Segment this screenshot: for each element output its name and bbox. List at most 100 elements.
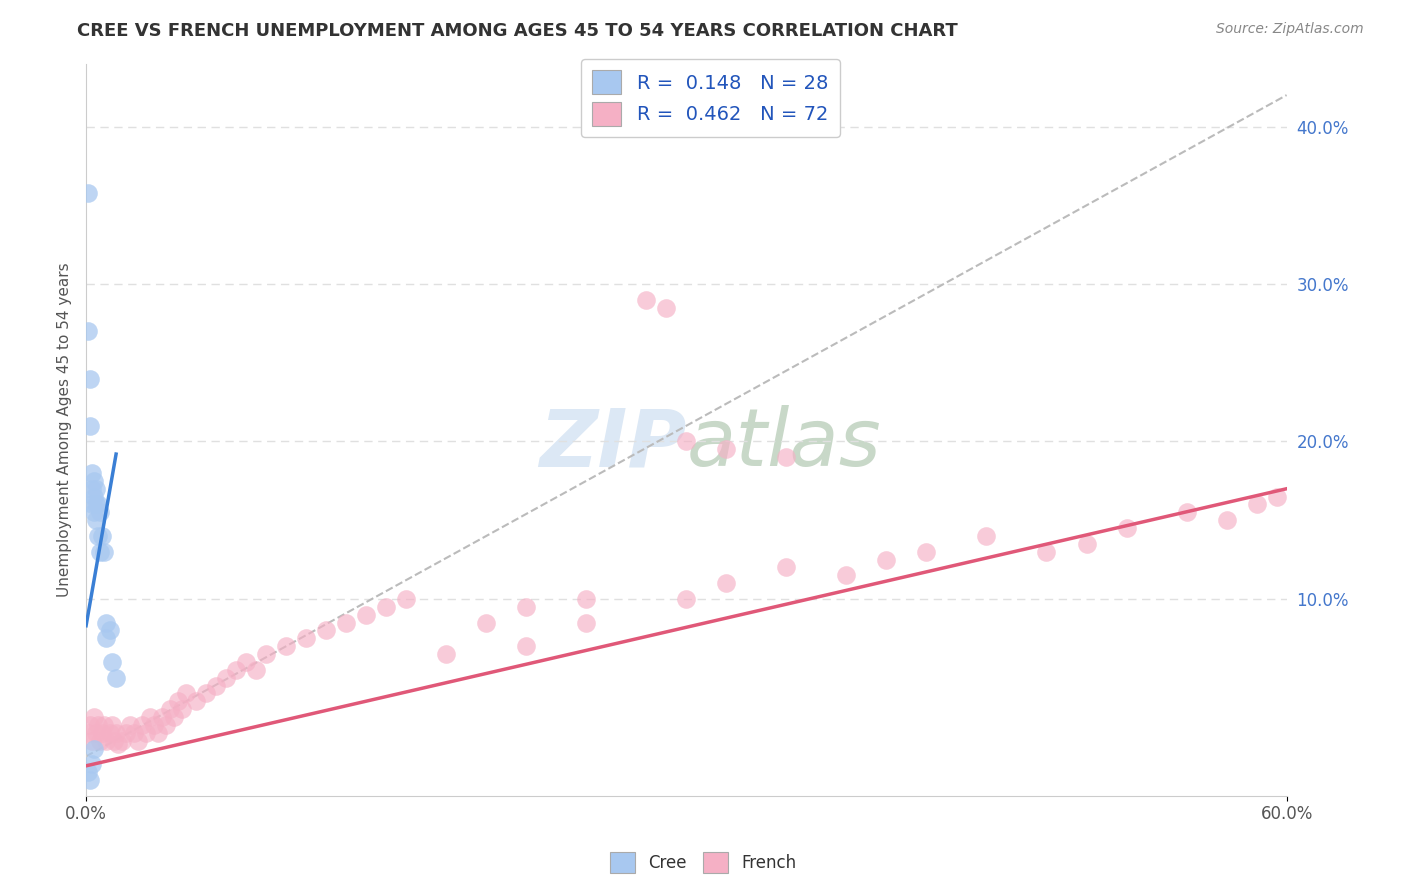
Point — [155, 718, 177, 732]
Point — [89, 545, 111, 559]
Point — [77, 765, 100, 780]
Point — [575, 615, 598, 630]
Point — [101, 718, 124, 732]
Text: Source: ZipAtlas.com: Source: ZipAtlas.com — [1216, 22, 1364, 37]
Point — [77, 725, 100, 739]
Point — [215, 671, 238, 685]
Point — [150, 710, 173, 724]
Point — [475, 615, 498, 630]
Point — [1035, 545, 1057, 559]
Point — [83, 710, 105, 724]
Text: atlas: atlas — [686, 405, 882, 483]
Point — [79, 772, 101, 787]
Point — [83, 474, 105, 488]
Point — [1215, 513, 1237, 527]
Point — [395, 591, 418, 606]
Point — [83, 741, 105, 756]
Point — [675, 591, 697, 606]
Point — [1076, 537, 1098, 551]
Point — [143, 718, 166, 732]
Point — [655, 301, 678, 315]
Point — [98, 624, 121, 638]
Legend: R =  0.148   N = 28, R =  0.462   N = 72: R = 0.148 N = 28, R = 0.462 N = 72 — [581, 59, 839, 137]
Point — [875, 552, 897, 566]
Point — [80, 482, 103, 496]
Point — [115, 725, 138, 739]
Point — [131, 718, 153, 732]
Point — [94, 632, 117, 646]
Point — [80, 757, 103, 772]
Point — [80, 733, 103, 747]
Point — [105, 671, 128, 685]
Point — [87, 529, 110, 543]
Point — [1246, 498, 1268, 512]
Point — [83, 490, 105, 504]
Point — [775, 450, 797, 465]
Point — [84, 498, 107, 512]
Point — [79, 371, 101, 385]
Point — [77, 186, 100, 200]
Point — [84, 725, 107, 739]
Point — [139, 710, 162, 724]
Point — [515, 599, 537, 614]
Point — [101, 655, 124, 669]
Point — [675, 434, 697, 449]
Point — [184, 694, 207, 708]
Point — [775, 560, 797, 574]
Point — [94, 615, 117, 630]
Point — [146, 725, 169, 739]
Point — [254, 647, 277, 661]
Point — [636, 293, 658, 307]
Point — [93, 718, 115, 732]
Point — [87, 718, 110, 732]
Y-axis label: Unemployment Among Ages 45 to 54 years: Unemployment Among Ages 45 to 54 years — [58, 262, 72, 597]
Point — [122, 725, 145, 739]
Point — [93, 545, 115, 559]
Point — [83, 505, 105, 519]
Point — [716, 442, 738, 457]
Point — [195, 686, 218, 700]
Point — [77, 324, 100, 338]
Legend: Cree, French: Cree, French — [603, 846, 803, 880]
Point — [716, 576, 738, 591]
Point — [225, 663, 247, 677]
Point — [235, 655, 257, 669]
Point — [835, 568, 858, 582]
Point — [87, 498, 110, 512]
Point — [245, 663, 267, 677]
Point — [976, 529, 998, 543]
Point — [575, 591, 598, 606]
Point — [127, 733, 149, 747]
Point — [84, 513, 107, 527]
Point — [84, 482, 107, 496]
Point — [335, 615, 357, 630]
Point — [159, 702, 181, 716]
Point — [89, 505, 111, 519]
Point — [94, 733, 117, 747]
Point — [89, 733, 111, 747]
Point — [174, 686, 197, 700]
Point — [315, 624, 337, 638]
Point — [163, 710, 186, 724]
Point — [375, 599, 398, 614]
Point — [80, 498, 103, 512]
Point — [103, 733, 125, 747]
Point — [111, 733, 134, 747]
Point — [172, 702, 194, 716]
Point — [205, 679, 228, 693]
Point — [1175, 505, 1198, 519]
Point — [79, 418, 101, 433]
Text: ZIP: ZIP — [538, 405, 686, 483]
Point — [135, 725, 157, 739]
Point — [1115, 521, 1137, 535]
Point — [105, 725, 128, 739]
Point — [91, 725, 114, 739]
Point — [79, 718, 101, 732]
Point — [276, 639, 298, 653]
Point — [1265, 490, 1288, 504]
Point — [80, 466, 103, 480]
Point — [354, 607, 377, 622]
Point — [91, 529, 114, 543]
Text: CREE VS FRENCH UNEMPLOYMENT AMONG AGES 45 TO 54 YEARS CORRELATION CHART: CREE VS FRENCH UNEMPLOYMENT AMONG AGES 4… — [77, 22, 957, 40]
Point — [107, 737, 129, 751]
